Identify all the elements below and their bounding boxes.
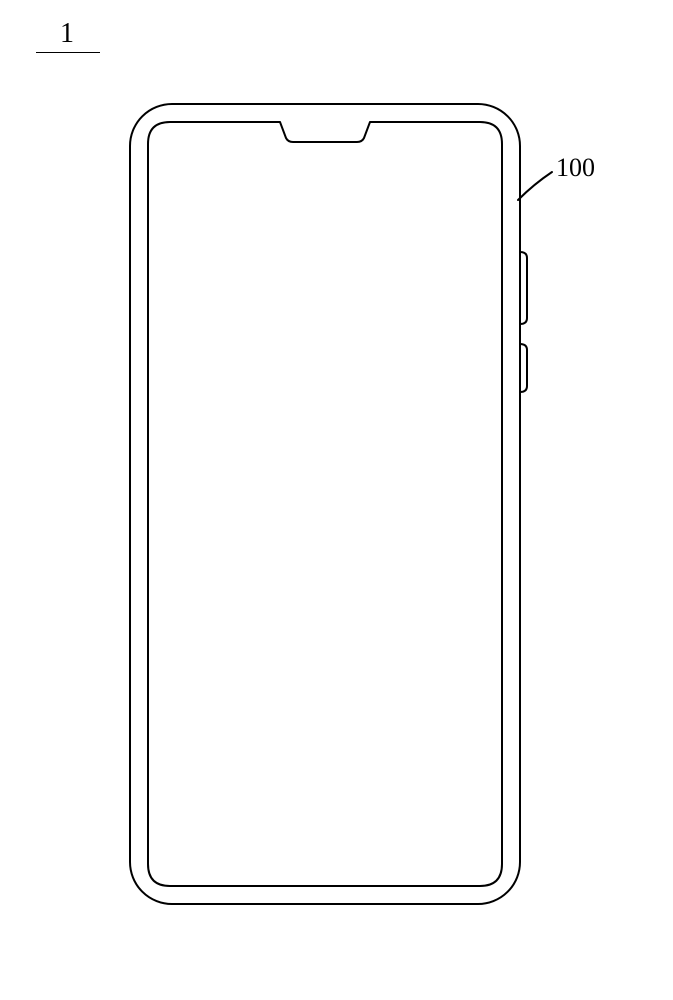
phone-outer-frame [130,104,520,904]
phone-diagram [0,0,673,1000]
phone-inner-screen [148,122,502,886]
callout-100-leader [518,172,552,200]
side-button-power [520,344,527,392]
side-button-volume [520,252,527,324]
